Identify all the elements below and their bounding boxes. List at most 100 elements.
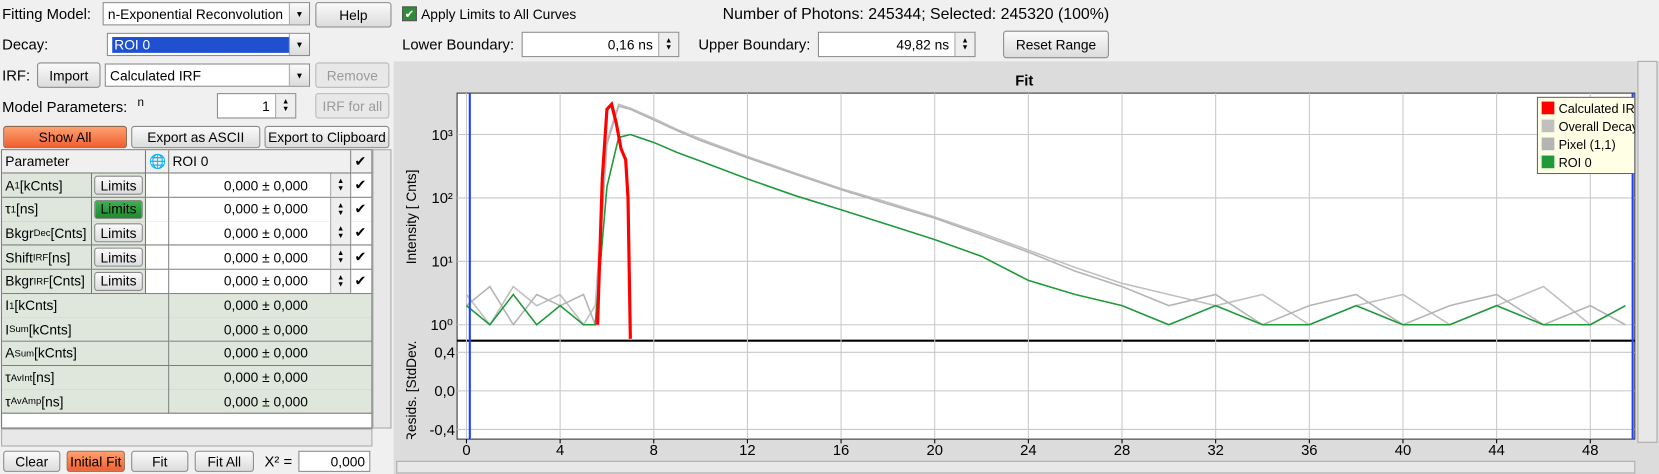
remove[interactable]: Remove [315, 62, 390, 88]
reset[interactable]: Reset Range [1003, 30, 1109, 59]
decay-label: Decay: [2, 33, 65, 56]
irf-for-all-text: IRF for all [322, 97, 383, 114]
globe-cell [146, 173, 170, 198]
parameter-value: 0,000 ± 0,000 ▲ ▼ [169, 221, 352, 246]
spinner[interactable]: ▲ ▼ [330, 221, 351, 245]
export-ascii-text: Export as ASCII [147, 129, 245, 145]
limits-button[interactable]: Limits [94, 271, 143, 291]
fix-check[interactable]: ✔ [351, 173, 372, 198]
import[interactable]: Import [37, 62, 101, 88]
dropdown-arrow[interactable]: ▼ [288, 64, 309, 86]
initial-fit-text: Initial Fit [70, 453, 122, 470]
table-vscroll[interactable] [372, 149, 392, 429]
limits-button[interactable]: Limits [94, 199, 143, 219]
legend-swatch [1541, 119, 1555, 133]
parameter-value: 0,000 ± 0,000 ▲ ▼ [169, 245, 352, 270]
fix-check[interactable]: ✔ [351, 269, 372, 294]
horizontal-scrollbar[interactable] [396, 460, 1636, 474]
x-tick-label: 28 [1114, 443, 1130, 459]
header-roi: ROI 0 [169, 150, 352, 174]
parameter-sub: Sum [9, 323, 29, 335]
chi-label-text: X² = [264, 452, 293, 470]
spinner[interactable]: ▲ ▼ [330, 197, 351, 221]
lower-text: 0,16 ns [607, 36, 653, 53]
fit[interactable]: Fit [131, 450, 189, 472]
vertical-scrollbar[interactable] [1637, 60, 1658, 443]
upper[interactable]: 49,82 ns ▲ ▼ [817, 31, 976, 58]
spinner[interactable]: ▲ ▼ [330, 269, 351, 293]
curve [595, 101, 632, 339]
parameter-unit: [kCnts] [28, 321, 72, 338]
n-text: 1 [262, 97, 270, 114]
plot-area [456, 92, 1636, 440]
parameter-sub: IRF [33, 275, 49, 287]
show-all-text: Show All [38, 129, 92, 145]
y-tick-label: 10³ [431, 128, 452, 144]
parameter-name: Bkgr [5, 273, 34, 290]
limits-cell: Limits [92, 221, 147, 246]
legend-label: Pixel (1,1) [1559, 138, 1616, 152]
parameter-name: A [5, 345, 15, 362]
help[interactable]: Help [315, 2, 392, 28]
parameter-name: Bkgr Dec [Cnts] [2, 221, 93, 246]
chi[interactable]: 0,000 [298, 450, 371, 472]
globe-cell [146, 197, 170, 222]
remove-text: Remove [326, 67, 378, 84]
decay[interactable]: ROI 0 ▼ [106, 32, 311, 57]
decay-text: ROI 0 [111, 35, 293, 54]
fit-all[interactable]: Fit All [194, 450, 254, 472]
limits-cell: Limits [92, 245, 147, 270]
fix-check[interactable]: ✔ [351, 197, 372, 222]
table-hscroll[interactable] [1, 428, 373, 447]
resid-tick-label: 0,0 [434, 384, 455, 400]
show-all[interactable]: Show All [3, 125, 127, 149]
limits-button[interactable]: Limits [94, 247, 143, 267]
x-tick-label: 44 [1488, 443, 1504, 459]
x-tick-label: 48 [1582, 443, 1598, 459]
resid-axis-label: Resids. [StdDev.] [404, 337, 419, 442]
apply-limits-checkbox[interactable]: ✔ [402, 6, 417, 22]
plot-title: Fit [1015, 74, 1033, 90]
dropdown-arrow[interactable]: ▼ [288, 33, 309, 56]
parameter-value: 0,000 ± 0,000 ▲ ▼ [169, 197, 352, 222]
fix-check[interactable]: ✔ [351, 221, 372, 246]
header-parameter: Parameter [2, 150, 147, 174]
upper-label-text: Upper Boundary: [698, 35, 811, 53]
parameter-unit: [ns] [32, 369, 55, 386]
parameter-name: I Sum [kCnts] [2, 317, 170, 342]
parameter-name: A [5, 177, 15, 194]
parameter-sub: 1 [10, 203, 17, 215]
export-ascii[interactable]: Export as ASCII [131, 125, 261, 149]
parameter-name: I [5, 321, 10, 338]
y-tick-label: 10⁰ [430, 318, 452, 334]
irf-for-all[interactable]: IRF for all [315, 93, 390, 119]
parameter-value: 0,000 ± 0,000 [169, 317, 372, 342]
initial-fit[interactable]: Initial Fit [66, 450, 125, 472]
spinner[interactable]: ▲ ▼ [330, 173, 351, 197]
legend-label: ROI 0 [1559, 156, 1592, 170]
resid-tick-label: -0,4 [429, 423, 455, 439]
limits-button[interactable]: Limits [94, 175, 143, 195]
x-tick-label: 40 [1395, 443, 1411, 459]
spinner[interactable]: ▲ ▼ [954, 32, 975, 57]
lower[interactable]: 0,16 ns ▲ ▼ [521, 31, 680, 58]
fitting-model-label-text: Fitting Model: [2, 5, 92, 23]
spinner[interactable]: ▲ ▼ [658, 32, 679, 57]
spinner[interactable]: ▲ ▼ [330, 245, 351, 269]
irf[interactable]: Calculated IRF ▼ [104, 63, 311, 87]
legend-label: Calculated IRF [1559, 102, 1643, 116]
fitting-model[interactable]: n-Exponential Reconvolution ▼ [102, 2, 311, 26]
spinner[interactable]: ▲ ▼ [275, 94, 296, 118]
dropdown-arrow[interactable]: ▼ [288, 3, 309, 25]
n[interactable]: 1 ▲ ▼ [216, 93, 297, 119]
limits-button[interactable]: Limits [94, 223, 143, 243]
parameter-value: 0,000 ± 0,000 [169, 341, 372, 366]
irf-text: Calculated IRF [110, 67, 202, 84]
clear[interactable]: Clear [3, 450, 61, 472]
export-clipboard[interactable]: Export to Clipboard [264, 125, 390, 149]
fix-check[interactable]: ✔ [351, 245, 372, 270]
parameter-unit: [ns] [41, 393, 64, 410]
